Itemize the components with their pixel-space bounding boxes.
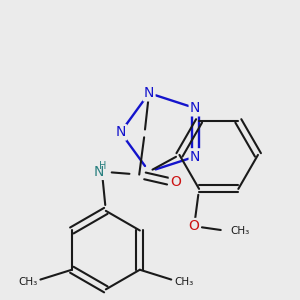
Text: CH₃: CH₃: [18, 277, 38, 286]
Text: H: H: [99, 161, 106, 171]
Text: O: O: [189, 219, 200, 233]
Text: N: N: [94, 165, 104, 178]
Text: CH₃: CH₃: [230, 226, 250, 236]
Text: N: N: [190, 101, 200, 115]
Text: N: N: [190, 150, 200, 164]
Text: CH₃: CH₃: [174, 277, 194, 286]
Text: O: O: [170, 176, 181, 189]
Text: N: N: [116, 125, 126, 139]
Text: N: N: [144, 86, 154, 100]
